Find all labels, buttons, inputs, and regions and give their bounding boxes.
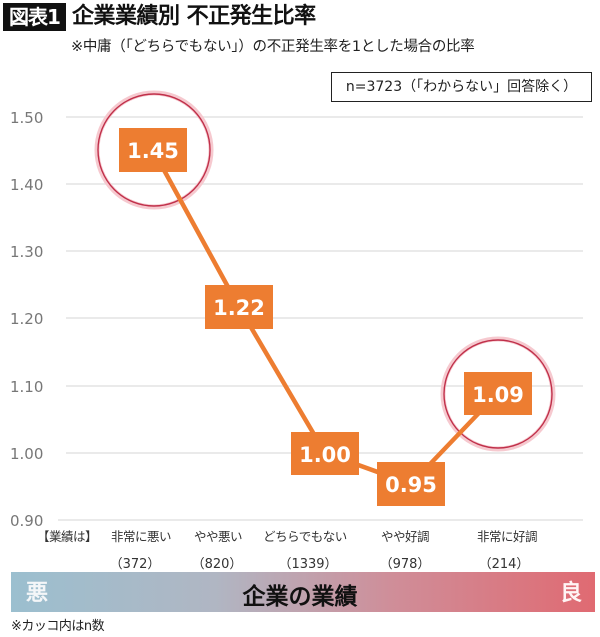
data-point: 1.45 [119, 128, 187, 172]
chart-subtitle: ※中庸（「どちらでもない」）の不正発生率を1とした場合の比率 [71, 39, 475, 55]
data-label: 1.22 [213, 296, 265, 320]
chart-title: 企業業績別 不正発生比率 [72, 4, 316, 29]
highlight-circle [443, 339, 553, 449]
data-point: 1.22 [205, 285, 273, 329]
highlight-circle-glow [440, 336, 556, 452]
x-category-label: どちらでもない [263, 529, 347, 544]
x-category-label: やや悪い [193, 529, 243, 544]
x-category-count: （820） [191, 557, 243, 572]
y-axis: 1.50 1.40 1.30 1.20 1.10 1.00 0.90 [10, 109, 43, 530]
x-category-count: （978） [379, 557, 431, 572]
data-point: 0.95 [377, 462, 445, 506]
performance-gradient-bar [11, 572, 595, 612]
data-label: 1.45 [127, 139, 179, 163]
sample-size-note: n=3723（「わからない」回答除く） [331, 72, 592, 102]
good-label: 良 [559, 581, 582, 606]
data-label: 1.09 [472, 383, 524, 407]
data-label-box [377, 462, 445, 506]
data-label-box [205, 285, 273, 329]
y-tick-label: 1.10 [10, 378, 43, 396]
data-label-box [464, 372, 532, 415]
x-category-count: （214） [478, 557, 530, 572]
y-tick-label: 1.00 [10, 445, 43, 463]
figure-label: 図表1 [3, 3, 66, 31]
highlight-circle [97, 93, 211, 207]
gridlines [58, 116, 583, 521]
data-point: 1.00 [291, 432, 359, 475]
y-tick-label: 1.30 [10, 243, 43, 261]
x-axis-title: 企業の業績 [242, 584, 358, 610]
x-category-count: （372） [109, 557, 161, 572]
bad-label: 悪 [26, 581, 49, 606]
y-tick-label: 1.40 [10, 176, 43, 194]
data-label: 0.95 [385, 473, 437, 497]
y-tick-label: 0.90 [10, 512, 43, 530]
x-category-count: （1339） [278, 557, 338, 572]
x-axis-prefix: 【業績は】 [37, 529, 98, 544]
data-point: 1.09 [464, 372, 532, 415]
data-label: 1.00 [299, 443, 351, 467]
y-tick-label: 1.20 [10, 310, 43, 328]
y-tick-label: 1.50 [10, 109, 43, 127]
footnote: ※カッコ内はn数 [11, 619, 105, 634]
data-label-box [119, 128, 187, 172]
x-category-label: やや好調 [380, 529, 430, 544]
x-category-label: 非常に好調 [476, 529, 538, 544]
data-label-box [291, 432, 359, 475]
x-category-label: 非常に悪い [110, 529, 172, 544]
highlight-circle-glow [94, 90, 214, 210]
